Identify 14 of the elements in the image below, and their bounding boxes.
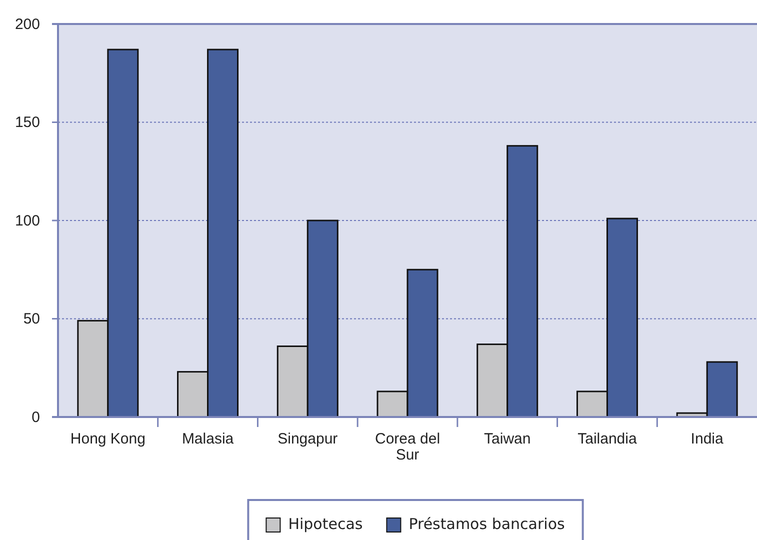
- y-tick-label: 100: [14, 212, 40, 230]
- legend-label: Hipotecas: [288, 515, 363, 533]
- x-tick-label: Taiwan: [484, 430, 531, 448]
- y-tick-label: 50: [23, 310, 40, 328]
- x-tick-label: Corea del Sur: [374, 430, 440, 464]
- y-tick-label: 150: [14, 114, 40, 132]
- x-tick-label: Hong Kong: [70, 430, 146, 448]
- x-tick-label: Tailandia: [578, 430, 638, 448]
- legend-label: Préstamos bancarios: [408, 515, 565, 533]
- x-tick-label: India: [690, 430, 724, 448]
- y-tick-label: 0: [32, 408, 40, 426]
- x-tick-label: Singapur: [278, 430, 338, 448]
- y-tick-label: 200: [14, 16, 40, 33]
- x-tick-label: Malasia: [182, 430, 234, 448]
